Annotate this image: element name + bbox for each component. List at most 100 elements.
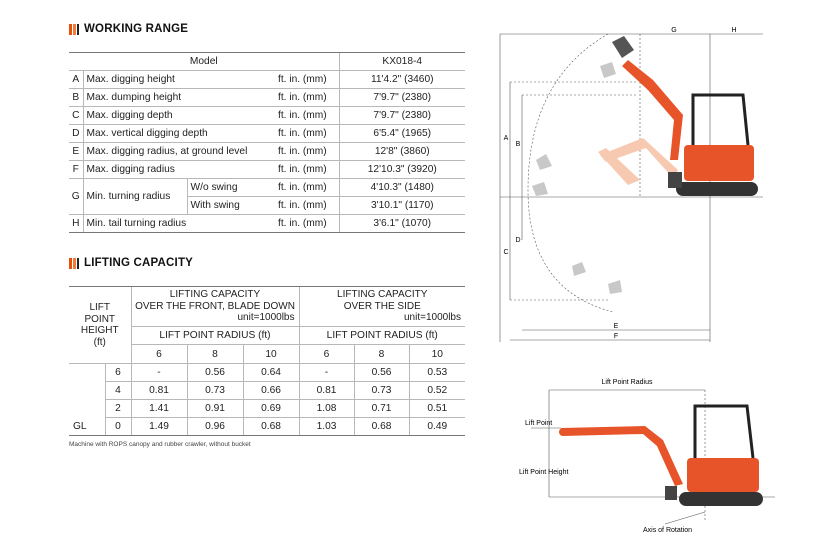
table-row: 2 1.41 0.91 0.69 1.08 0.71 0.51 (69, 399, 465, 418)
capacity-cell: - (298, 363, 354, 382)
table-header-row: 6 8 10 6 8 10 (69, 344, 465, 364)
row-value: 12'8" (3860) (338, 142, 465, 161)
row-letter: B (69, 88, 84, 107)
row-value: 12'10.3" (3920) (338, 160, 465, 179)
unit-label: unit=1000lbs (237, 312, 295, 324)
row-unit: ft. in. (mm) (275, 214, 339, 233)
section-marker-icon (69, 257, 79, 269)
lift-point-diagram: Lift Point Radius Lift Point Lift Point … (519, 379, 775, 534)
row-value: 6'5.4" (1965) (338, 124, 465, 143)
model-value: KX018-4 (338, 52, 465, 71)
machine-body (687, 458, 759, 492)
row-value: 11'4.2" (3460) (338, 70, 465, 89)
row-value: 7'9.7" (2380) (338, 88, 465, 107)
capacity-cell: 0.73 (353, 381, 409, 400)
boom-arm (561, 426, 683, 486)
table-row: GL 0 1.49 0.96 0.68 1.03 0.68 0.49 (69, 417, 465, 436)
capacity-cell: 0.64 (242, 363, 299, 382)
radius-value: 8 (353, 344, 409, 364)
lifting-capacity-table: LIFT POINT HEIGHT (ft) LIFTING CAPACITY … (69, 286, 465, 436)
working-range-diagram: G H A B C D E F (499, 27, 763, 342)
header-line: LIFTING CAPACITY (337, 289, 428, 301)
radius-value: 6 (298, 344, 354, 364)
capacity-cell: 0.91 (186, 399, 243, 418)
digging-arc (527, 33, 614, 313)
table-row: B Max. dumping height ft. in. (mm) 7'9.7… (69, 88, 465, 107)
working-range-table: Model KX018-4 A Max. digging height ft. … (69, 52, 465, 233)
table-row: H Min. tail turning radius ft. in. (mm) … (69, 214, 465, 233)
bucket-ghost (532, 182, 548, 196)
lift-point-label: Lift Point (525, 420, 552, 427)
row-sublabel: With swing (186, 196, 275, 215)
row-letter: A (69, 70, 84, 89)
row-value: 3'6.1" (1070) (338, 214, 465, 233)
label-g: G (671, 27, 676, 34)
capacity-cell: 0.81 (298, 381, 354, 400)
lifting-capacity-title: LIFTING CAPACITY (84, 257, 194, 269)
header-line: OVER THE SIDE (343, 300, 421, 312)
row-value: 7'9.7" (2380) (338, 106, 465, 125)
table-row: With swing ft. in. (mm) 3'10.1" (1170) (69, 196, 465, 215)
height-value: 2 (104, 399, 131, 418)
table-row: 6 - 0.56 0.64 - 0.56 0.53 (69, 363, 465, 382)
radius-value: 10 (408, 344, 465, 364)
row-label: Max. digging depth (83, 106, 275, 125)
height-value: 6 (104, 363, 131, 382)
row-label: Max. digging radius, at ground level (83, 142, 275, 161)
row-unit: ft. in. (mm) (275, 196, 339, 215)
header-line: HEIGHT (80, 325, 119, 336)
row-letter: D (69, 124, 84, 143)
radius-header: LIFT POINT RADIUS (ft) (130, 326, 299, 345)
row-unit: ft. in. (mm) (275, 124, 339, 143)
side-capacity-header: LIFTING CAPACITY OVER THE SIDE unit=1000… (298, 286, 465, 327)
capacity-cell: 1.03 (298, 417, 354, 436)
working-range-title: WORKING RANGE (84, 23, 189, 35)
table-row: E Max. digging radius, at ground level f… (69, 142, 465, 161)
dozer-blade (668, 172, 682, 188)
row-letter: G (69, 178, 84, 215)
capacity-cell: 0.71 (353, 399, 409, 418)
capacity-cell: 0.51 (408, 399, 465, 418)
rops-canopy (693, 404, 755, 459)
row-label: Min. turning radius (83, 178, 187, 215)
radius-value: 8 (186, 344, 243, 364)
gl-spacer (69, 364, 105, 418)
capacity-cell: 0.56 (186, 363, 243, 382)
front-capacity-header: LIFTING CAPACITY OVER THE FRONT, BLADE D… (130, 286, 299, 327)
header-line: LIFTING CAPACITY (169, 289, 261, 301)
unit-label: unit=1000lbs (404, 312, 461, 324)
lift-point-height-header: LIFT POINT HEIGHT (ft) (69, 286, 131, 364)
capacity-cell: 0.68 (353, 417, 409, 436)
table-row: A Max. digging height ft. in. (mm) 11'4.… (69, 70, 465, 89)
capacity-cell: 0.69 (242, 399, 299, 418)
capacity-cell: 0.52 (408, 381, 465, 400)
row-sublabel: W/o swing (186, 178, 275, 197)
header-line: LIFT (89, 302, 111, 313)
rops-canopy (691, 93, 750, 146)
table-header-row: Model KX018-4 (69, 52, 465, 71)
header-line: OVER THE FRONT, BLADE DOWN (135, 300, 295, 312)
label-h: H (731, 27, 736, 34)
table-row: D Max. vertical digging depth ft. in. (m… (69, 124, 465, 143)
ghost-buckets (532, 62, 622, 294)
dipper-ghost (598, 148, 640, 185)
row-unit: ft. in. (mm) (275, 70, 339, 89)
bucket-ghost (572, 262, 586, 276)
radius-value: 10 (242, 344, 299, 364)
table-header-row: LIFT POINT HEIGHT (ft) LIFTING CAPACITY … (69, 286, 465, 364)
capacity-cell: 1.49 (130, 417, 187, 436)
table-row: F Max. digging radius ft. in. (mm) 12'10… (69, 160, 465, 179)
bucket-ghost (600, 62, 616, 78)
row-letter: H (69, 214, 84, 233)
working-range-heading: WORKING RANGE (69, 23, 188, 35)
height-value: 4 (104, 381, 131, 400)
model-label: Model (69, 52, 339, 71)
radius-header: LIFT POINT RADIUS (ft) (298, 326, 465, 345)
lifting-capacity-heading: LIFTING CAPACITY (69, 257, 193, 269)
row-unit: ft. in. (mm) (275, 160, 339, 179)
gl-label: GL (69, 417, 105, 436)
capacity-cell: - (130, 363, 187, 382)
height-value: 0 (104, 417, 131, 436)
row-unit: ft. in. (mm) (275, 106, 339, 125)
bucket-raised (612, 36, 634, 58)
